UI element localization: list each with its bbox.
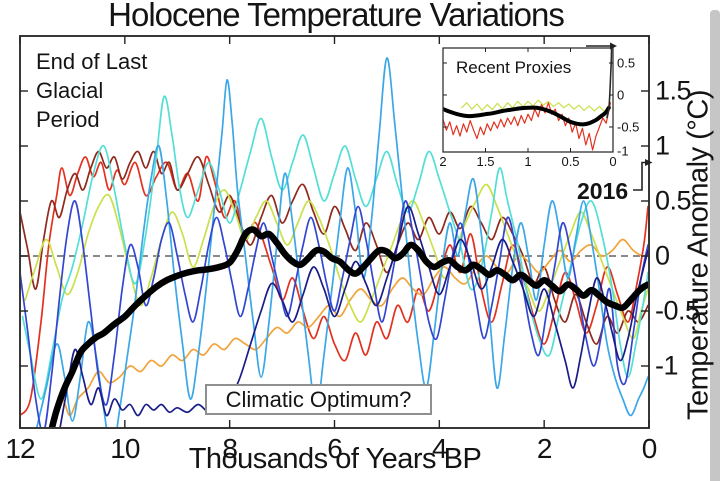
y-tick-label: -0.5 [655,295,700,326]
inset-title: Recent Proxies [456,58,572,77]
series-inset-proxy-yellow-green [461,99,609,113]
y-axis-label: Temperature Anomaly (°C) [682,90,715,420]
x-tick-label: 0 [641,433,658,464]
2016-connector-arrow [633,159,653,191]
series-inset-proxy-red [443,102,612,151]
y-tick-label: 0.5 [655,185,692,216]
x-tick-label: 12 [5,433,35,464]
inset-y-tick-label: 0.5 [617,55,636,71]
vertical-scrollbar[interactable] [710,10,720,481]
inset-y-tick-label: 0 [617,87,625,103]
annotation-2016: 2016 [577,178,629,204]
series-proxy-cyan [21,95,648,400]
x-tick-label: 10 [110,433,140,464]
series-proxy-red [21,155,648,416]
inset-y-tick-label: -0.5 [617,119,640,135]
x-axis-label: Thousands of Years BP [188,443,482,475]
series-proxy-orange [53,238,648,427]
inset-x-tick-label: 0 [609,154,617,169]
y-tick-label: 0 [655,240,670,271]
y-tick-label: -1 [655,350,679,381]
inset-offscale-arrow [586,42,617,50]
y-tick-label: 1.5 [655,75,692,106]
chart-title: Holocene Temperature Variations [108,0,565,33]
series-inset-instrumental-spike [606,48,613,119]
x-tick-label: 6 [327,433,343,464]
x-tick-label: 8 [222,433,238,464]
inset-x-tick-label: 0.5 [561,154,580,169]
axis-ticks [19,36,650,428]
inset-x-tick-label: 1.5 [476,154,495,169]
inset-x-tick-label: 2 [439,154,447,169]
x-tick-label: 2 [536,433,553,464]
inset-ticks [443,48,613,152]
inset-background [443,48,613,152]
x-tick-label: 4 [432,433,448,464]
annotation-end-of-last-glacial-period: End of Last Glacial Period [36,49,148,132]
inset-y-tick-label: -1 [617,143,629,159]
series-multi-proxy-average [48,226,648,427]
y-tick-label: 1 [655,130,670,161]
annotation-climatic-optimum: Climatic Optimum? [205,384,432,415]
series-proxy-sky-blue [36,57,648,427]
series-inset-average [443,105,611,127]
series-proxy-blue [21,200,648,427]
inset-x-tick-label: 1 [524,154,532,169]
